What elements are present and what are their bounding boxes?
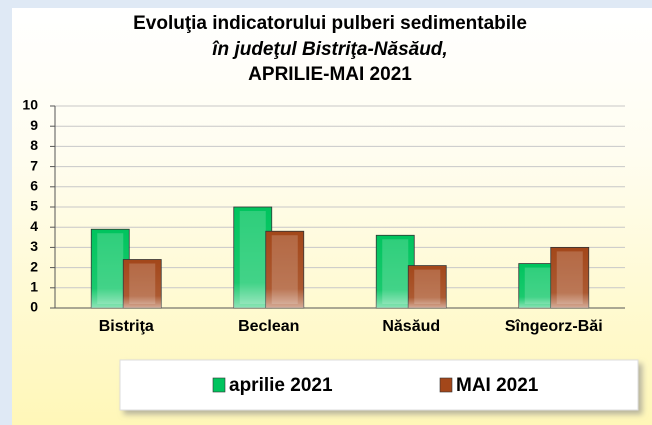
bar-highlight	[97, 233, 124, 304]
legend-label: aprilie 2021	[229, 375, 333, 396]
y-tick-label: 7	[30, 157, 38, 173]
bar-highlight	[382, 239, 409, 304]
x-tick-label: Sîngeorz-Băi	[505, 318, 603, 335]
chart-title: în judeţul Bistriţa-Năsăud,	[212, 39, 447, 60]
y-tick-label: 3	[30, 238, 38, 254]
chart-title: APRILIE-MAI 2021	[248, 64, 412, 85]
chart-title: Evoluţia indicatorului pulberi sedimenta…	[133, 13, 527, 34]
y-tick-label: 9	[30, 117, 38, 133]
y-tick-label: 4	[30, 218, 38, 234]
bar-highlight	[414, 269, 441, 304]
x-tick-label: Beclean	[238, 318, 299, 335]
y-tick-label: 8	[30, 137, 38, 153]
bar-highlight	[524, 267, 551, 304]
background	[12, 8, 652, 425]
x-tick-label: Năsăud	[382, 318, 440, 335]
bar-highlight	[271, 235, 298, 304]
y-tick-label: 0	[30, 299, 38, 315]
legend-swatch	[439, 377, 453, 393]
bar-highlight	[129, 263, 156, 304]
bar-highlight	[556, 251, 583, 304]
y-tick-label: 1	[30, 279, 38, 295]
y-tick-label: 6	[30, 178, 38, 194]
legend-swatch	[212, 377, 226, 393]
y-tick-label: 5	[30, 198, 38, 214]
y-tick-label: 2	[30, 258, 38, 274]
y-tick-label: 10	[22, 97, 38, 113]
legend-box	[119, 359, 639, 411]
bar-highlight	[239, 211, 266, 304]
legend-label: MAI 2021	[456, 375, 539, 396]
x-tick-label: Bistriţa	[99, 318, 154, 335]
